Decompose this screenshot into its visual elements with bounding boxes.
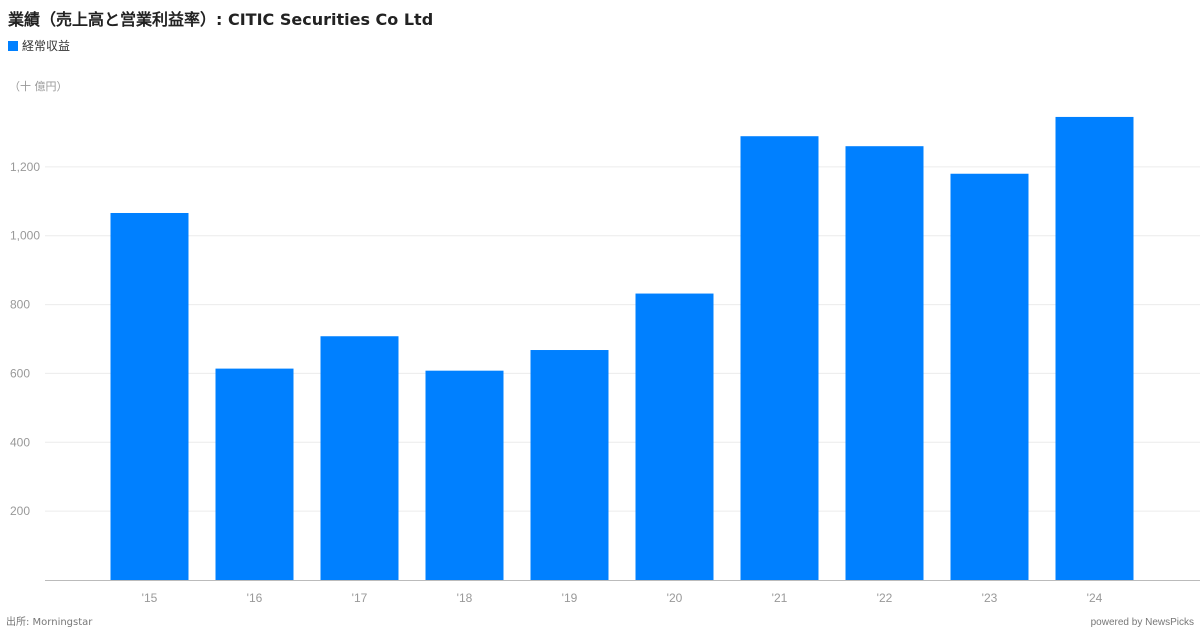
source-note: 出所: Morningstar [6, 617, 93, 628]
x-tick-label: '17 [352, 591, 368, 605]
bar [215, 368, 294, 580]
y-tick-label: 600 [10, 366, 30, 380]
y-tick-label: 400 [10, 435, 30, 449]
y-unit-label: （十 億円） [9, 80, 68, 93]
x-tick-label: '24 [1087, 591, 1103, 605]
powered-by: powered by NewsPicks [1090, 617, 1194, 628]
bar [320, 336, 399, 580]
bar [425, 370, 504, 580]
bars [110, 116, 1134, 581]
x-tick-label: '21 [772, 591, 788, 605]
chart-title: 業績（売上高と営業利益率）: CITIC Securities Co Ltd [8, 10, 434, 29]
x-tick-label: '19 [562, 591, 578, 605]
y-tick-label: 200 [10, 504, 30, 518]
x-tick-label: '18 [457, 591, 473, 605]
x-tick-label: '20 [667, 591, 683, 605]
x-tick-label: '15 [142, 591, 158, 605]
bar [950, 173, 1029, 580]
legend-label: 経常収益 [22, 39, 71, 53]
bar [635, 293, 714, 580]
y-tick-label: 1,000 [10, 229, 40, 243]
legend: 経常収益 [8, 37, 70, 54]
y-tick-label: 800 [10, 298, 30, 312]
x-tick-label: '23 [982, 591, 998, 605]
axes: 200 400 600 800 1,000 1,200 '15 '16 '17 '18 '19 '20… [10, 160, 1200, 605]
y-tick-label: 1,200 [10, 160, 40, 174]
bar [530, 350, 609, 580]
bar [1055, 116, 1134, 580]
bar [845, 146, 924, 580]
bar [740, 136, 819, 581]
legend-swatch [8, 40, 18, 51]
x-tick-label: '16 [247, 591, 263, 605]
bar [110, 212, 189, 580]
x-tick-label: '22 [877, 591, 893, 605]
